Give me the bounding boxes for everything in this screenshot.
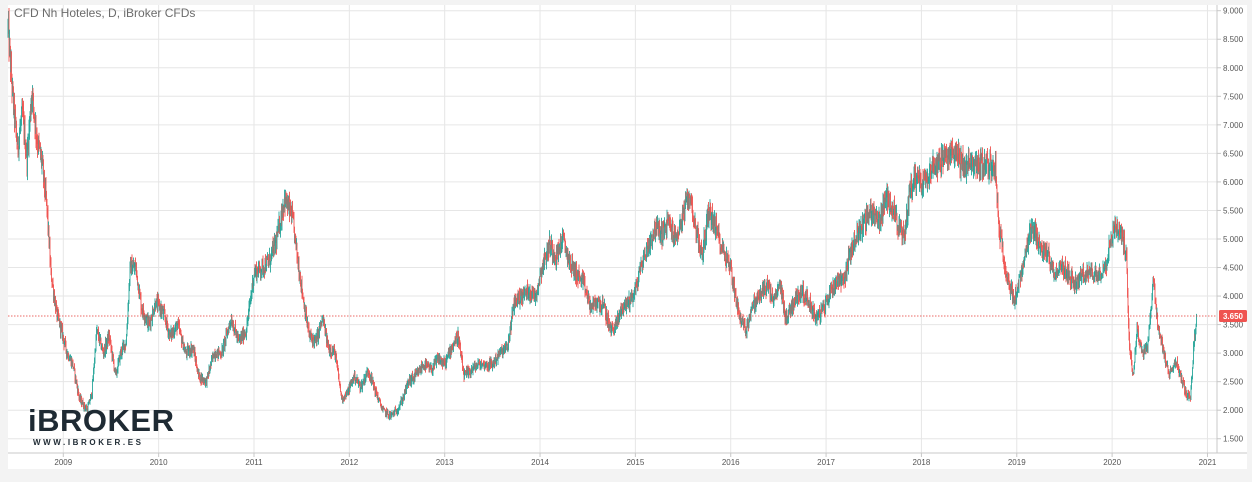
y-tick-label: 9.000 xyxy=(1223,7,1244,16)
x-tick-label: 2017 xyxy=(817,458,835,467)
time-axis-panel[interactable] xyxy=(8,453,1247,469)
price-axis: 1.500 2.000 2.500 3.000 3.500 4.000 4.500 5.000… xyxy=(1217,7,1244,444)
y-tick-label: 4.500 xyxy=(1223,264,1244,273)
y-tick-label: 7.500 xyxy=(1223,92,1244,101)
logo-wordmark: iBROKER xyxy=(28,403,174,438)
plot-area[interactable] xyxy=(8,5,1217,453)
x-tick-label: 2009 xyxy=(54,458,72,467)
x-tick-label: 2010 xyxy=(150,458,168,467)
x-tick-label: 2020 xyxy=(1103,458,1121,467)
y-tick-label: 8.000 xyxy=(1223,64,1244,73)
x-tick-label: 2011 xyxy=(245,458,263,467)
last-price-marker: 3.650 xyxy=(8,310,1247,323)
y-tick-label: 6.000 xyxy=(1223,178,1244,187)
x-tick-label: 2013 xyxy=(436,458,454,467)
y-tick-label: 8.500 xyxy=(1223,35,1244,44)
last-price-badge xyxy=(1219,310,1247,323)
y-tick-label: 5.500 xyxy=(1223,206,1244,215)
y-tick-label: 2.000 xyxy=(1223,406,1244,415)
y-tick-label: 6.500 xyxy=(1223,149,1244,158)
x-tick-label: 2012 xyxy=(340,458,358,467)
x-tick-label: 2014 xyxy=(531,458,549,467)
y-tick-label: 5.000 xyxy=(1223,235,1244,244)
x-tick-label: 2018 xyxy=(913,458,931,467)
candles xyxy=(7,8,1197,421)
y-tick-label: 4.000 xyxy=(1223,292,1244,301)
logo-url: WWW.IBROKER.ES xyxy=(33,438,144,447)
price-axis-panel[interactable] xyxy=(1217,5,1247,453)
last-price-label: 3.650 xyxy=(1223,312,1244,321)
ibroker-logo: iBROKER WWW.IBROKER.ES xyxy=(28,403,174,447)
x-tick-label: 2021 xyxy=(1199,458,1217,467)
y-tick-label: 7.000 xyxy=(1223,121,1244,130)
y-tick-label: 3.500 xyxy=(1223,321,1244,330)
y-tick-label: 2.500 xyxy=(1223,378,1244,387)
y-tick-label: 3.000 xyxy=(1223,349,1244,358)
y-tick-label: 1.500 xyxy=(1223,435,1244,444)
x-tick-label: 2019 xyxy=(1008,458,1026,467)
x-tick-label: 2015 xyxy=(626,458,644,467)
x-tick-label: 2016 xyxy=(722,458,740,467)
grid xyxy=(8,5,1217,453)
time-axis: 2009 2010 2011 2012 2013 2014 2015 2016 2017 2018… xyxy=(54,453,1217,467)
chart-title: CFD Nh Hoteles, D, iBroker CFDs xyxy=(14,6,195,20)
